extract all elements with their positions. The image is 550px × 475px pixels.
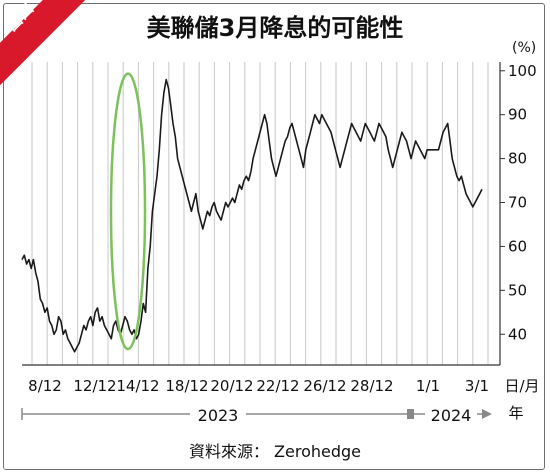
year-label-2023: 2023 bbox=[198, 406, 239, 425]
x-tick-label-5: 22/12 bbox=[256, 377, 299, 395]
year-label-bg-2024 bbox=[425, 404, 477, 424]
x-tick-label-9: 3/1 bbox=[465, 377, 489, 395]
highlight-ellipse bbox=[109, 72, 147, 351]
y-tick-label-100: 100 bbox=[508, 62, 537, 80]
x-tick-label-1: 12/12 bbox=[73, 377, 116, 395]
x-tick-label-0: 8/12 bbox=[28, 377, 62, 395]
chart-title: 美聯儲3月降息的可能性 bbox=[146, 14, 404, 42]
year-label-bg-2023 bbox=[190, 404, 246, 424]
year-axis-label: 年 bbox=[508, 404, 523, 422]
x-tick-label-2: 14/12 bbox=[116, 377, 159, 395]
x-tick-label-7: 28/12 bbox=[350, 377, 393, 395]
chart-frame bbox=[3, 3, 545, 470]
x-tick-label-4: 20/12 bbox=[210, 377, 253, 395]
year-label-2024: 2024 bbox=[431, 406, 472, 425]
source-note: 資料來源： Zerohedge bbox=[188, 442, 362, 461]
year-arrow bbox=[482, 409, 492, 419]
year-divider bbox=[407, 409, 414, 419]
y-axis-label: (%) bbox=[512, 40, 536, 56]
y-tick-label-60: 60 bbox=[508, 237, 527, 255]
y-tick-label-70: 70 bbox=[508, 194, 527, 212]
y-tick-label-50: 50 bbox=[508, 281, 527, 299]
x-tick-label-8: 1/1 bbox=[416, 377, 440, 395]
series-line bbox=[21, 78, 483, 353]
y-tick-label-80: 80 bbox=[508, 150, 527, 168]
y-tick-label-90: 90 bbox=[508, 106, 527, 124]
x-axis-label: 日/月 bbox=[504, 377, 539, 395]
x-tick-label-6: 26/12 bbox=[303, 377, 346, 395]
x-tick-label-3: 18/12 bbox=[165, 377, 208, 395]
y-tick-label-40: 40 bbox=[508, 325, 527, 343]
